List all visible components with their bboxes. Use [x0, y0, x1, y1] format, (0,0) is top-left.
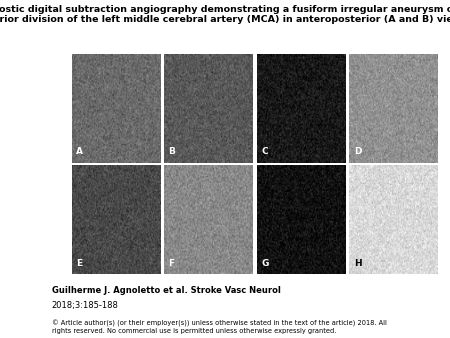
Text: Diagnostic digital subtraction angiography demonstrating a fusiform irregular an: Diagnostic digital subtraction angiograp…	[0, 5, 450, 24]
Text: A: A	[76, 147, 83, 156]
Text: C: C	[261, 147, 268, 156]
Text: 2018;3:185-188: 2018;3:185-188	[52, 301, 119, 310]
Text: B: B	[169, 147, 176, 156]
Text: © Article author(s) (or their employer(s)) unless otherwise stated in the text o: © Article author(s) (or their employer(s…	[52, 319, 387, 334]
Text: G: G	[261, 259, 269, 268]
Text: Guilherme J. Agnoletto et al. Stroke Vasc Neurol: Guilherme J. Agnoletto et al. Stroke Vas…	[52, 286, 281, 295]
Text: H: H	[354, 259, 361, 268]
Text: E: E	[76, 259, 82, 268]
Text: SVN: SVN	[361, 294, 413, 314]
Text: D: D	[354, 147, 361, 156]
Text: F: F	[169, 259, 175, 268]
